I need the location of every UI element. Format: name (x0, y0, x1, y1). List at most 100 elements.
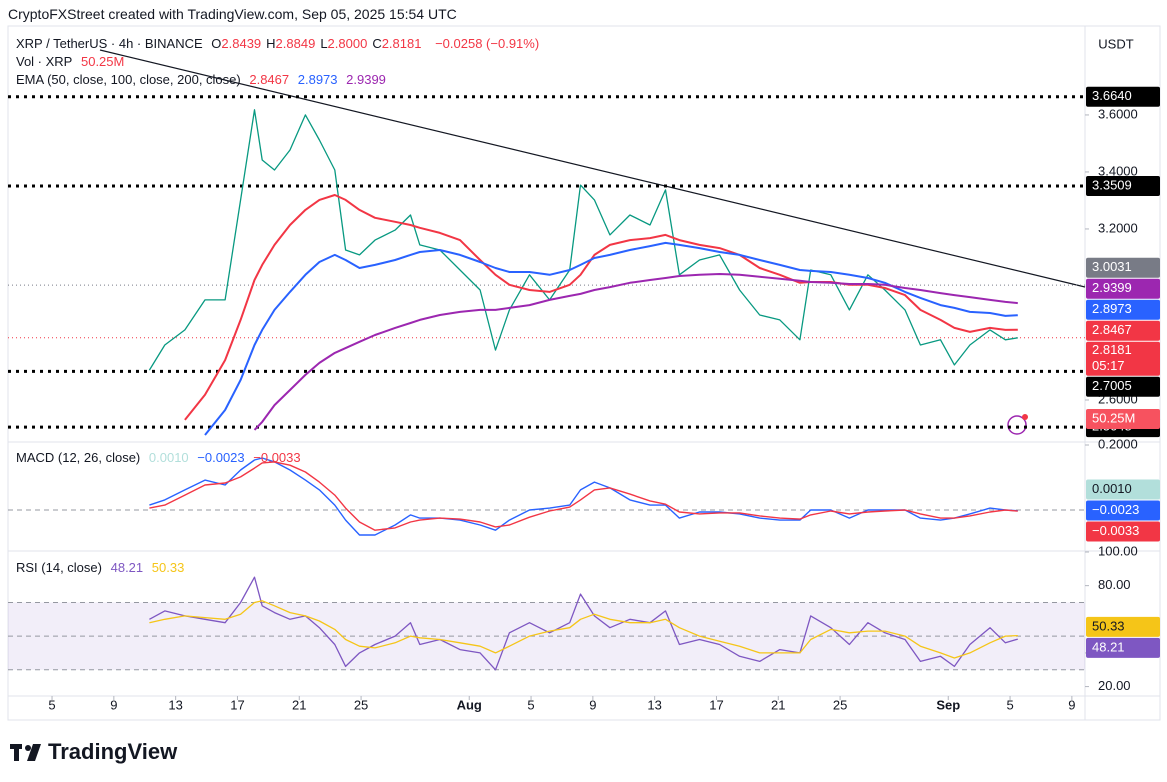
rsi-value: 50.33 (151, 560, 185, 575)
symbol: XRP / TetherUS · 4h · BINANCE (16, 36, 203, 51)
axis-value-box (1086, 257, 1160, 278)
y-tick-label: 100.00 (1098, 543, 1138, 558)
legend-row: MACD (12, 26, close) 0.0010 −0.0023 −0.0… (16, 450, 306, 465)
x-tick-label: 25 (833, 697, 847, 712)
x-tick-label: 13 (168, 697, 182, 712)
y-tick-label: 3.6000 (1098, 106, 1138, 121)
logo-shape (14, 744, 19, 761)
logo (10, 744, 41, 761)
y-tick-label: 3.4000 (1098, 163, 1138, 178)
ohlc-value: 2.8181 (381, 36, 422, 51)
series-line (149, 576, 1018, 671)
macd-value: 0.0010 (148, 450, 189, 465)
axis-value-label: −0.0033 (1092, 523, 1139, 538)
axis-value-label: 2.8973 (1092, 301, 1132, 316)
x-tick-label: Sep (936, 697, 960, 712)
vol-value: 50.25M (80, 54, 125, 69)
series-line (253, 273, 1018, 431)
x-tick-label: 5 (1006, 697, 1013, 712)
x-tick-label: 17 (230, 697, 244, 712)
ohlc-value: 2.8439 (221, 36, 262, 51)
axis-value-box (1086, 175, 1160, 196)
axis-value-box (1086, 521, 1160, 542)
axis-value-box (1086, 637, 1160, 658)
legend-row: RSI (14, close) 48.21 50.33 (16, 560, 189, 575)
x-tick-label: 17 (709, 697, 723, 712)
series-line (184, 194, 1018, 421)
logo-shape (25, 745, 31, 751)
ema-title: EMA (50, close, 100, close, 200, close) (16, 72, 241, 87)
axis-value-box (1086, 376, 1160, 397)
axis-value-box (1086, 500, 1160, 521)
axis-value-label: 3.3509 (1092, 177, 1132, 192)
axis-value-box (1086, 86, 1160, 107)
axis-value-label: 2.7005 (1092, 378, 1132, 393)
ohlc-key: C (372, 36, 382, 51)
axis-value-label: 50.33 (1092, 618, 1125, 633)
x-tick-label: 25 (354, 697, 368, 712)
brand: TradingView (48, 739, 178, 764)
x-tick-label: 5 (48, 697, 55, 712)
legend-row: EMA (50, close, 100, close, 200, close) … (16, 72, 391, 87)
ohlc-key: O (211, 36, 222, 51)
series-line (204, 241, 1018, 436)
axis-value-box (1086, 616, 1160, 637)
axis-value-label: 2.8467 (1092, 322, 1132, 337)
change: −0.0258 (−0.91%) (435, 36, 540, 51)
y-tick-label: 20.00 (1098, 678, 1131, 693)
header: CryptoFXStreet created with TradingView.… (8, 6, 457, 22)
macd-value: −0.0033 (253, 450, 301, 465)
ohlc-key: H (266, 36, 276, 51)
vol-title: Vol · XRP (16, 54, 73, 69)
axis-value-label: 2.8181 (1092, 342, 1132, 357)
alert-icon[interactable] (1007, 415, 1027, 435)
macd-title: MACD (12, 26, close) (16, 450, 141, 465)
axis-value-label: 0.0010 (1092, 481, 1132, 496)
legend-row: XRP / TetherUS · 4h · BINANCE O2.8439 H2.… (16, 36, 544, 51)
series-line (149, 461, 1018, 531)
x-tick-label: 5 (527, 697, 534, 712)
axis-value-label: 3.6640 (1092, 88, 1132, 103)
x-tick-label: 13 (647, 697, 661, 712)
rsi-title: RSI (14, close) (16, 560, 102, 575)
axis-value-label: 3.0031 (1092, 259, 1132, 274)
axis-value-label: −0.0023 (1092, 502, 1139, 517)
axis-value-box (1086, 341, 1160, 376)
x-tick-label: 21 (771, 697, 785, 712)
ohlc-value: 2.8849 (275, 36, 316, 51)
axis-value-label: 2.9399 (1092, 280, 1132, 295)
countdown: 05:17 (1092, 358, 1125, 373)
axis-value-box (1086, 320, 1160, 341)
ohlc-value: 2.8000 (327, 36, 368, 51)
macd-value: −0.0023 (197, 450, 245, 465)
currency: USDT (1098, 36, 1133, 51)
series-line (149, 457, 1018, 536)
ema-value: 2.8467 (249, 72, 290, 87)
legend-row: Vol · XRP 50.25M (16, 54, 129, 69)
axis-value-box (1086, 299, 1160, 320)
x-tick-label: 9 (589, 697, 596, 712)
x-tick-label: Aug (457, 697, 482, 712)
y-tick-label: 3.2000 (1098, 220, 1138, 235)
y-tick-label: 0.2000 (1098, 436, 1138, 451)
series-line (149, 600, 1018, 659)
volume-box (1086, 409, 1160, 429)
ema-value: 2.9399 (346, 72, 386, 87)
ohlc-key: L (320, 36, 328, 51)
x-tick-label: 21 (292, 697, 306, 712)
ema-value: 2.8973 (297, 72, 338, 87)
axis-value-box (1086, 479, 1160, 500)
trendline (99, 49, 1086, 288)
x-tick-label: 9 (110, 697, 117, 712)
logo-shape (27, 744, 41, 761)
y-tick-label: 80.00 (1098, 577, 1131, 592)
ohlc: O2.8439 H2.8849 L2.8000 C2.8181 (211, 36, 426, 51)
axis-value-box (1086, 278, 1160, 299)
rsi-value: 48.21 (110, 560, 144, 575)
axis-value-label: 48.21 (1092, 639, 1125, 654)
alert-dot (1022, 414, 1028, 420)
x-tick-label: 9 (1068, 697, 1075, 712)
volume-label: 50.25M (1092, 410, 1135, 425)
